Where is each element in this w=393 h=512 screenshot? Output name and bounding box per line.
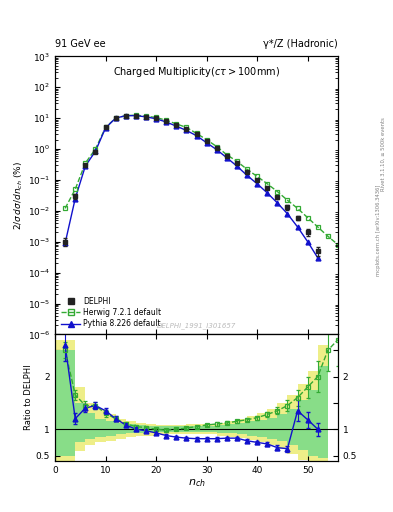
Text: DELPHI_1991_I301657: DELPHI_1991_I301657	[157, 322, 236, 329]
Text: mcplots.cern.ch [arXiv:1306.3436]: mcplots.cern.ch [arXiv:1306.3436]	[376, 185, 380, 276]
Text: 91 GeV ee: 91 GeV ee	[55, 38, 106, 49]
Legend: DELPHI, Herwig 7.2.1 default, Pythia 8.226 default: DELPHI, Herwig 7.2.1 default, Pythia 8.2…	[59, 294, 164, 331]
X-axis label: $n_{ch}$: $n_{ch}$	[187, 477, 206, 489]
Y-axis label: $2/\sigma\,d\sigma/dn_{ch}$ (%): $2/\sigma\,d\sigma/dn_{ch}$ (%)	[12, 161, 25, 230]
Text: Rivet 3.1.10, ≥ 500k events: Rivet 3.1.10, ≥ 500k events	[381, 117, 386, 190]
Text: Charged Multiplicity$(c\tau > 100\mathrm{mm})$: Charged Multiplicity$(c\tau > 100\mathrm…	[113, 65, 280, 79]
Text: γ*/Z (Hadronic): γ*/Z (Hadronic)	[263, 38, 338, 49]
Y-axis label: Ratio to DELPHI: Ratio to DELPHI	[24, 365, 33, 431]
